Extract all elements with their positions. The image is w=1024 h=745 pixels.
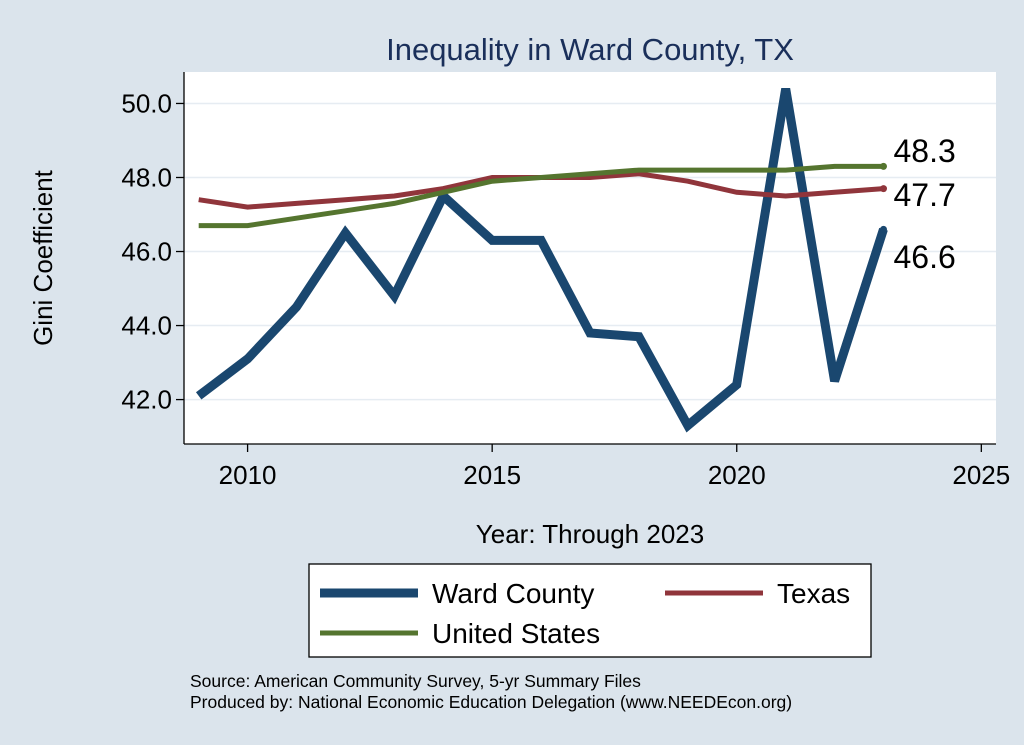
x-tick-label: 2010: [219, 460, 277, 490]
x-tick-label: 2020: [708, 460, 766, 490]
y-tick-label: 44.0: [121, 311, 172, 341]
series-lines: [195, 87, 888, 433]
x-axis-title: Year: Through 2023: [476, 519, 704, 549]
end-labels: 46.6 47.7 48.3: [879, 133, 956, 275]
y-ticks: 42.0 44.0 46.0 48.0 50.0: [121, 88, 184, 415]
legend: Ward County Texas United States: [320, 578, 850, 649]
end-marker: [879, 162, 887, 170]
end-label-united-states: 48.3: [893, 133, 955, 169]
end-marker: [879, 185, 887, 193]
legend-box: [308, 563, 872, 658]
y-tick-label: 46.0: [121, 237, 172, 267]
y-axis-title: Gini Coefficient: [28, 169, 58, 346]
legend-label-united-states: United States: [432, 618, 600, 649]
end-label-ward-county: 46.6: [893, 239, 955, 275]
plot-area: [184, 72, 996, 444]
produced-by-line: Produced by: National Economic Education…: [190, 692, 792, 712]
y-tick-label: 48.0: [121, 162, 172, 192]
legend-label-texas: Texas: [777, 578, 850, 609]
x-tick-label: 2015: [463, 460, 521, 490]
end-marker: [879, 225, 887, 233]
chart-title: Inequality in Ward County, TX: [386, 32, 794, 67]
y-tick-label: 42.0: [121, 385, 172, 415]
series-line-ward-county: [195, 87, 888, 433]
legend-label-ward-county: Ward County: [432, 578, 594, 609]
series-line-united-states: [198, 163, 884, 229]
x-tick-label: 2025: [952, 460, 1010, 490]
y-tick-label: 50.0: [121, 88, 172, 118]
x-ticks: 2010 2015 2020 2025: [219, 444, 1010, 490]
end-label-texas: 47.7: [893, 177, 955, 213]
source-line: Source: American Community Survey, 5-yr …: [190, 671, 641, 691]
